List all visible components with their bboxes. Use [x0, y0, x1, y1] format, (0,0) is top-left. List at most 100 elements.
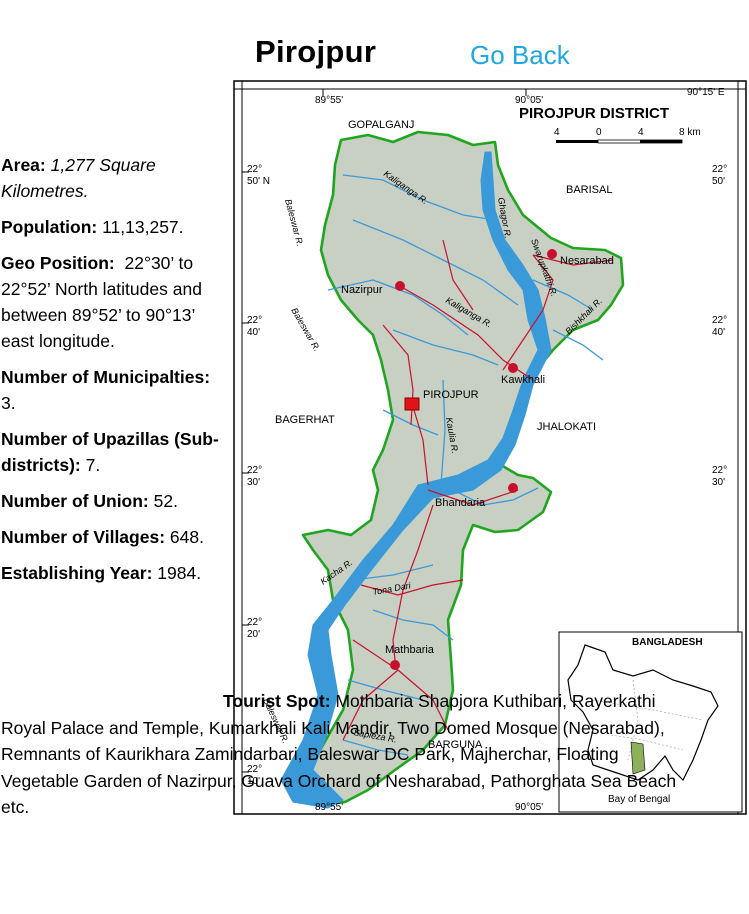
- upazillas-label: Number of Upazillas (Sub-districts):: [1, 429, 219, 475]
- lat-label: 22°: [712, 164, 727, 175]
- baleswar-river: [280, 151, 552, 809]
- geo-position-value: 22°30’ to 22°52’ North latitudes and bet…: [1, 253, 202, 351]
- river: [372, 609, 454, 641]
- inset-internal-border: [610, 734, 684, 751]
- district-map: 89°55' 90°05' 90°15' E PIROJPUR DISTRICT…: [233, 80, 747, 815]
- scale-label: 4: [554, 127, 560, 138]
- inset-internal-border: [627, 679, 639, 761]
- inset-internal-border: [592, 699, 704, 721]
- town-label-nazirpur: Nazirpur: [341, 284, 383, 296]
- municipalities-label: Number of Municipalties:: [1, 367, 211, 387]
- population-value: 11,13,257.: [102, 217, 184, 237]
- neighbor-barisal: BARISAL: [566, 184, 612, 196]
- minor-rivers: [327, 174, 604, 756]
- town-markers: [390, 249, 557, 670]
- town-label-nesarabad: Nesarabad: [560, 255, 614, 267]
- scale-label: 8 km: [679, 127, 701, 138]
- river: [552, 329, 604, 361]
- road: [442, 239, 474, 311]
- road: [502, 254, 554, 371]
- mathbaria-marker: [390, 660, 400, 670]
- lon-label: 90°15' E: [687, 87, 725, 98]
- nesarabad-marker: [547, 249, 557, 259]
- inset-title: BANGLADESH: [632, 637, 703, 648]
- river: [532, 279, 594, 311]
- lon-label-bottom: 89°55': [315, 802, 343, 813]
- river: [382, 409, 439, 436]
- kaulia-river: [440, 379, 446, 486]
- lat-label: 40': [712, 327, 725, 338]
- scale-bar: [640, 140, 682, 143]
- map-title: PIROJPUR DISTRICT: [519, 105, 669, 122]
- town-label-kawkhali: Kawkhali: [501, 374, 545, 386]
- scale-label: 0: [596, 127, 602, 138]
- nazirpur-marker: [395, 281, 405, 291]
- villages-value: 648.: [169, 527, 204, 547]
- lat-label: 30': [247, 477, 260, 488]
- scale-bar: [556, 140, 598, 143]
- road: [410, 399, 429, 486]
- lat-label: 22°: [247, 764, 262, 775]
- pirojpur-highlight: [630, 741, 646, 775]
- go-back-link[interactable]: Go Back: [470, 40, 570, 70]
- river: [347, 679, 424, 701]
- tourist-spot-value: Mothbaria Shapjora Kuthibari, Rayerkathi…: [1, 691, 677, 817]
- neighbor-jhalokati: JHALOKATI: [537, 421, 596, 433]
- bangladesh-outline: [567, 644, 719, 782]
- establishing-year-label: Establishing Year:: [1, 563, 153, 583]
- neighbor-bagerhat: BAGERHAT: [275, 414, 335, 426]
- lat-label: 22°: [712, 465, 727, 476]
- bangladesh-inset: BANGLADESH Bay of Bengal: [558, 631, 743, 813]
- union-value: 52.: [153, 491, 178, 511]
- lat-label: 22°: [247, 617, 262, 628]
- river: [452, 487, 539, 506]
- lon-label-bottom: 90°05': [515, 802, 543, 813]
- villages-label: Number of Villages:: [1, 527, 166, 547]
- town-label-bhandaria: Bhandaria: [435, 497, 486, 509]
- road: [342, 669, 399, 741]
- upazillas-value: 7.: [85, 455, 101, 475]
- lat-label: 22°: [712, 315, 727, 326]
- district-info: Area: 1,277 Square Kilometres. Populatio…: [1, 152, 223, 596]
- lat-label: 20': [247, 629, 260, 640]
- town-label-mathbaria: Mathbaria: [385, 644, 435, 656]
- lat-label: 22°: [247, 465, 262, 476]
- establishing-year-value: 1984.: [157, 563, 202, 583]
- scale-label: 4: [638, 127, 644, 138]
- page-title: Pirojpur: [255, 34, 377, 69]
- river: [352, 564, 434, 581]
- tourist-spot-paragraph: Tourist Spot: Mothbaria Shapjora Kuthiba…: [1, 688, 701, 821]
- kawkhali-marker: [508, 363, 518, 373]
- inset-caption: Bay of Bengal: [608, 794, 670, 805]
- tourist-spot-label: Tourist Spot:: [223, 691, 331, 711]
- road: [532, 254, 614, 266]
- road: [392, 504, 434, 671]
- lat-label: 10': [247, 776, 260, 787]
- town-label-pirojpur: PIROJPUR: [423, 389, 479, 401]
- area-label: Area:: [1, 155, 46, 175]
- lat-label: 30': [712, 477, 725, 488]
- road: [397, 669, 449, 731]
- road: [360, 579, 464, 596]
- river: [392, 329, 499, 366]
- population-label: Population:: [1, 217, 98, 237]
- kaliganga-river-upper: [342, 174, 496, 221]
- river-network: [280, 151, 552, 809]
- river: [352, 219, 519, 306]
- sapleza-river: [342, 739, 409, 756]
- road-network: [342, 239, 614, 741]
- geo-position-label: Geo Position:: [1, 253, 115, 273]
- lon-label: 89°55': [315, 95, 343, 106]
- lat-label: 50': [712, 176, 725, 187]
- area-value: 1,277 Square Kilometres.: [1, 155, 156, 201]
- lat-label: 40': [247, 327, 260, 338]
- river: [327, 279, 469, 336]
- road: [427, 489, 519, 506]
- municipalities-value: 3.: [1, 393, 16, 413]
- district-land: [301, 130, 625, 807]
- lat-label: 50' N: [247, 176, 270, 187]
- district-map-svg: 89°55' 90°05' 90°15' E PIROJPUR DISTRICT…: [233, 80, 747, 815]
- lat-label: 22°: [247, 164, 262, 175]
- lat-label: 22°: [247, 315, 262, 326]
- neighbor-barguna: BARGUNA: [428, 739, 483, 751]
